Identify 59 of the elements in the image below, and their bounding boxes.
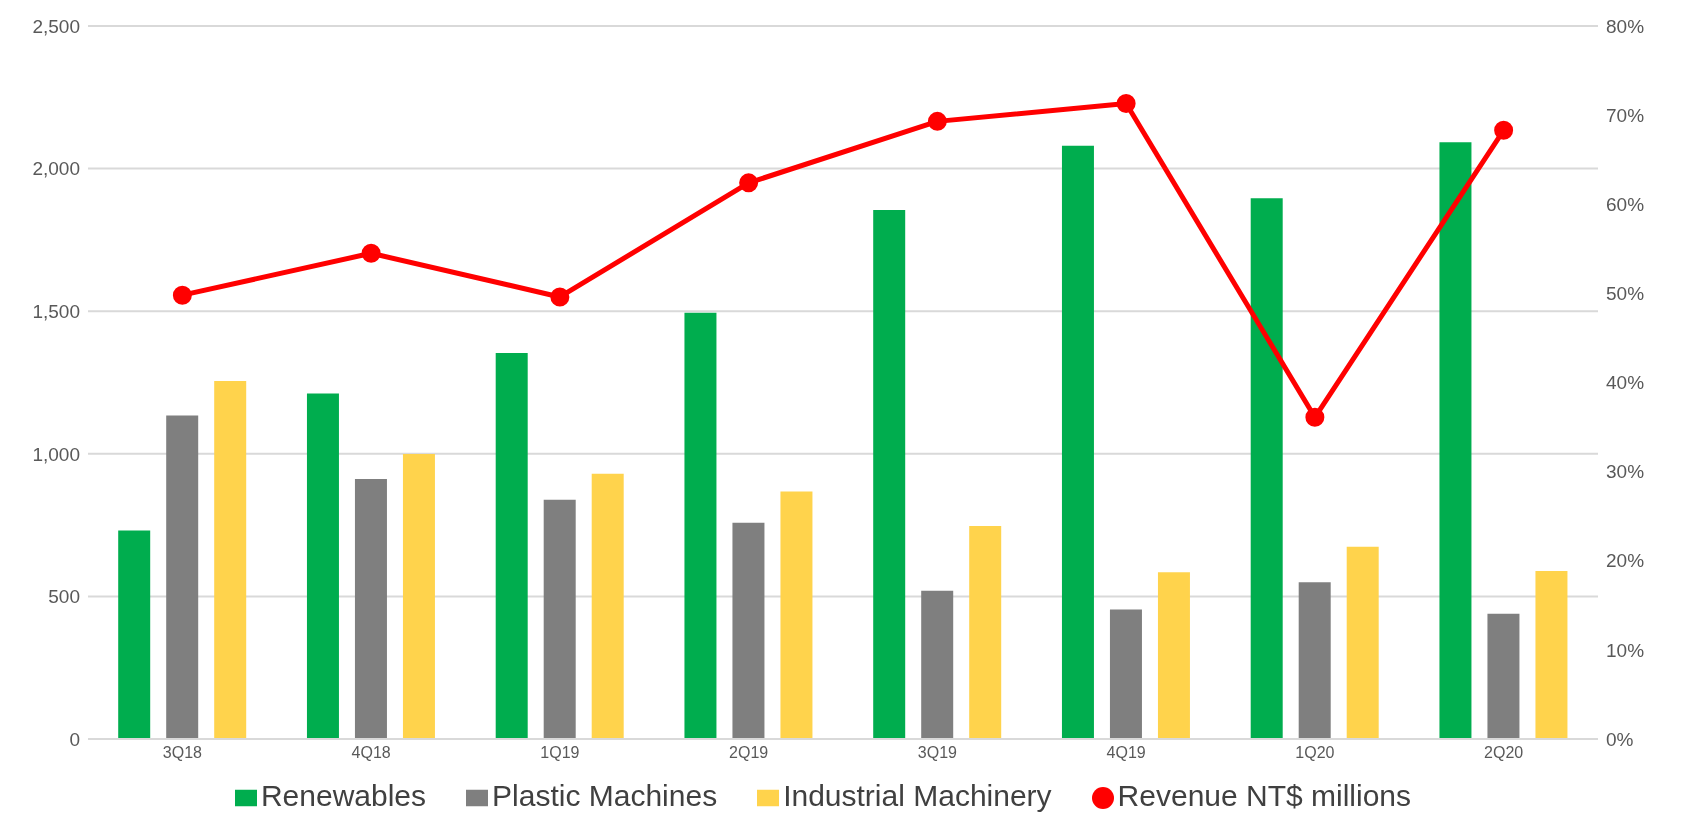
y-tick-label: 1,500: [32, 300, 80, 322]
point: [1116, 94, 1136, 114]
y2-tick-label: 70%: [1606, 104, 1645, 126]
y2-tick-label: 50%: [1606, 283, 1645, 305]
bar: [495, 353, 528, 739]
point: [550, 287, 570, 307]
bar: [402, 454, 435, 739]
bar: [118, 530, 151, 739]
y-tick-label: 2,500: [32, 15, 80, 37]
bar: [1298, 582, 1331, 739]
y-tick-label: 0: [69, 728, 80, 750]
y-tick-label: 500: [48, 586, 80, 608]
bar: [1487, 613, 1520, 739]
y2-tick-label: 60%: [1606, 193, 1645, 215]
point: [739, 173, 759, 193]
y2-tick-label: 20%: [1606, 550, 1645, 572]
legend-label: Renewables: [260, 779, 427, 812]
point: [927, 111, 947, 131]
bar: [166, 415, 199, 739]
y2-tick-label: 80%: [1606, 15, 1645, 37]
point: [1494, 120, 1514, 140]
y-tick-label: 1,000: [32, 443, 80, 465]
y2-tick-label: 30%: [1606, 461, 1645, 483]
bar: [1061, 145, 1094, 739]
bar: [1157, 572, 1190, 739]
bar: [543, 499, 576, 739]
x-tick-label: 1Q20: [1295, 744, 1335, 762]
y-tick-label: 2,000: [32, 158, 80, 180]
y2-tick-label: 0%: [1606, 728, 1634, 750]
x-tick-label: 3Q19: [917, 744, 958, 762]
bar: [214, 381, 247, 739]
bar: [1250, 198, 1283, 739]
bar: [591, 473, 624, 739]
bar: [921, 590, 954, 739]
bar: [1346, 546, 1379, 739]
x-tick-label: 1Q19: [540, 744, 580, 762]
bar: [780, 491, 813, 739]
y2-tick-label: 40%: [1606, 372, 1645, 394]
legend-label: Revenue NT$ millions: [1117, 779, 1412, 812]
bar: [354, 478, 387, 739]
bar: [306, 393, 339, 739]
legend-label: Industrial Machinery: [783, 779, 1052, 812]
bar: [1109, 609, 1142, 739]
point: [172, 285, 192, 305]
legend-label: Plastic Machines: [492, 779, 718, 812]
bar: [873, 209, 906, 739]
bar: [969, 525, 1002, 739]
point: [1305, 407, 1325, 427]
y2-tick-label: 10%: [1606, 639, 1645, 661]
x-tick-label: 3Q18: [162, 744, 203, 762]
x-tick-label: 2Q20: [1484, 744, 1524, 762]
bar: [684, 312, 717, 739]
bar: [1439, 142, 1472, 739]
x-tick-label: 4Q19: [1106, 744, 1146, 762]
x-tick-label: 4Q18: [351, 744, 391, 762]
x-tick-label: 2Q19: [729, 744, 769, 762]
bar: [1535, 571, 1568, 739]
point: [361, 243, 381, 263]
bar: [732, 522, 765, 739]
